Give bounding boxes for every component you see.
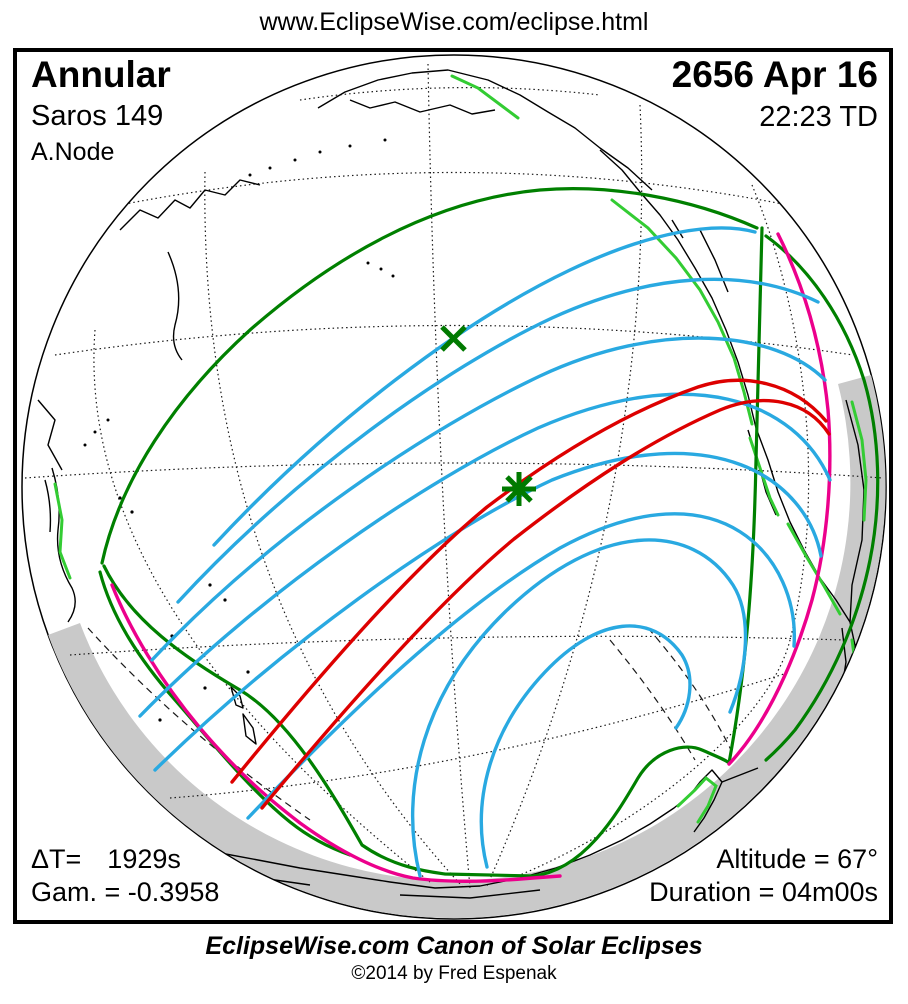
subsolar-point-marker xyxy=(440,325,467,352)
eclipse-limit-curves xyxy=(98,187,880,878)
sunrise-sunset-curves xyxy=(110,232,832,883)
island-specks xyxy=(83,138,395,722)
central-path xyxy=(230,378,831,810)
greatest-eclipse-marker xyxy=(502,472,536,506)
globe-disc xyxy=(21,54,887,920)
maximum-eclipse-lines xyxy=(138,226,832,878)
map-frame xyxy=(13,48,893,924)
